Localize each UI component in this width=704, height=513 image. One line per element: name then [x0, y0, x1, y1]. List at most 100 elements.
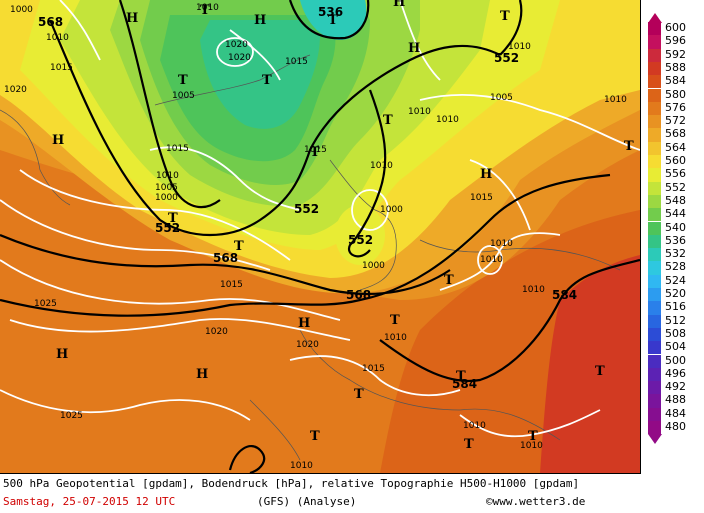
legend-swatch [648, 301, 661, 315]
legend-label: 500 [665, 353, 686, 367]
legend-label: 484 [665, 406, 686, 420]
pressure-label: 1000 [10, 5, 33, 15]
legend-swatch [648, 341, 661, 355]
legend-row: 492 [645, 380, 704, 395]
legend-row: 516 [645, 300, 704, 315]
pressure-label: 1010 [463, 421, 486, 431]
legend-label: 556 [665, 167, 686, 181]
pressure-label: 1020 [225, 40, 248, 50]
pressure-label: 1000 [380, 205, 403, 215]
contour-536 [288, 0, 370, 40]
pressure-label: 1010 [46, 33, 69, 43]
legend-label: 544 [665, 207, 686, 221]
legend-label: 488 [665, 393, 686, 407]
legend-label: 480 [665, 420, 686, 433]
low-pressure-symbol: T [328, 13, 338, 28]
legend-row: 504 [645, 340, 704, 355]
legend-row: 520 [645, 287, 704, 302]
legend-label: 528 [665, 260, 686, 274]
legend-row: 544 [645, 207, 704, 222]
legend-swatch [648, 61, 661, 76]
high-pressure-symbol: H [480, 167, 492, 182]
geo-label-552-c: 552 [294, 202, 319, 216]
legend-swatch [648, 88, 661, 102]
legend-label: 520 [665, 287, 686, 300]
legend-row: 548 [645, 194, 704, 209]
pressure-label: 1015 [470, 193, 493, 203]
legend-row: 488 [645, 393, 704, 408]
legend-swatch [648, 248, 661, 262]
geo-label-568-c: 568 [346, 288, 371, 302]
legend-row: 564 [645, 141, 704, 155]
legend-row: 572 [645, 114, 704, 129]
geo-label-568: 568 [38, 15, 63, 29]
pressure-label: 1010 [290, 461, 313, 471]
geopotential-contours [0, 0, 640, 473]
geo-label-552-ne: 552 [494, 51, 519, 65]
pressure-label: 1010 [436, 115, 459, 125]
high-pressure-symbol: H [298, 316, 310, 331]
legend-swatch [648, 155, 661, 169]
legend-bottom-arrow [648, 434, 662, 445]
legend-swatch [648, 48, 661, 62]
legend-label: 560 [665, 154, 686, 167]
legend-row: 524 [645, 274, 704, 288]
isobar-j [0, 389, 251, 421]
greenland-coast [0, 109, 71, 206]
pressure-label: 1010 [508, 42, 531, 52]
zone-536 [200, 20, 320, 129]
legend-label: 508 [665, 326, 686, 340]
low-pressure-symbol: T [383, 113, 393, 128]
low-pressure-symbol: T [354, 387, 364, 402]
low-pressure-symbol: T [464, 437, 474, 452]
low-pressure-symbol: T [168, 211, 178, 226]
legend-swatch [648, 22, 661, 36]
low-pressure-symbol: T [500, 9, 510, 24]
legend-row: 600 [645, 21, 704, 36]
high-pressure-symbol: H [393, 0, 405, 10]
isobar-ring-1 [216, 37, 254, 67]
legend-label: 580 [665, 87, 686, 101]
map-canvas: 568 536 552 552 552 552 568 568 584 584 … [0, 0, 640, 473]
isobar-ring-2 [477, 245, 503, 275]
high-pressure-symbol: H [196, 367, 208, 382]
isobar-a [0, 259, 341, 321]
pressure-label: 1010 [370, 161, 393, 171]
legend-label: 568 [665, 127, 686, 141]
legend-swatch [648, 75, 661, 89]
isobar-d [19, 169, 291, 261]
legend-label: 596 [665, 34, 686, 48]
isobar-ring-3 [351, 189, 389, 231]
color-scale-legend: 600 596 592 588 584 580 576 572 568 564 560 556 552 5… [645, 13, 704, 462]
legend-row: 576 [645, 101, 704, 116]
high-pressure-symbol: H [56, 347, 68, 362]
zone-scandinavia-low [335, 205, 385, 265]
isobar-c [0, 199, 271, 271]
legend-row: 480 [645, 420, 704, 435]
low-pressure-symbol: T [456, 369, 466, 384]
legend-swatch [648, 141, 661, 155]
legend-label: 600 [665, 21, 686, 34]
legend-row: 560 [645, 154, 704, 169]
low-pressure-symbol: T [390, 313, 400, 328]
caption-description: 500 hPa Geopotential [gpdam], Bodendruck… [3, 477, 580, 490]
pressure-label: 1015 [166, 144, 189, 154]
legend-swatch [648, 194, 661, 209]
legend-label: 512 [665, 313, 686, 327]
pressure-label: 1005 [155, 183, 178, 193]
legend-label: 592 [665, 47, 686, 61]
contour-560 [118, 0, 221, 209]
high-pressure-symbol: H [408, 41, 420, 56]
legend-row: 596 [645, 34, 704, 49]
contour-552-scand [347, 89, 387, 258]
legend-swatch [648, 394, 661, 408]
caption-copyright[interactable]: ©www.wetter3.de [486, 495, 586, 508]
geo-label-536: 536 [318, 5, 343, 19]
legend-row: 508 [645, 326, 704, 342]
pressure-label: 1020 [296, 340, 319, 350]
isobars [0, 0, 640, 438]
legend-label: 584 [665, 74, 686, 88]
pressure-label: 1020 [228, 53, 251, 63]
pressure-label: 1015 [50, 63, 73, 73]
legend-row: 528 [645, 260, 704, 275]
